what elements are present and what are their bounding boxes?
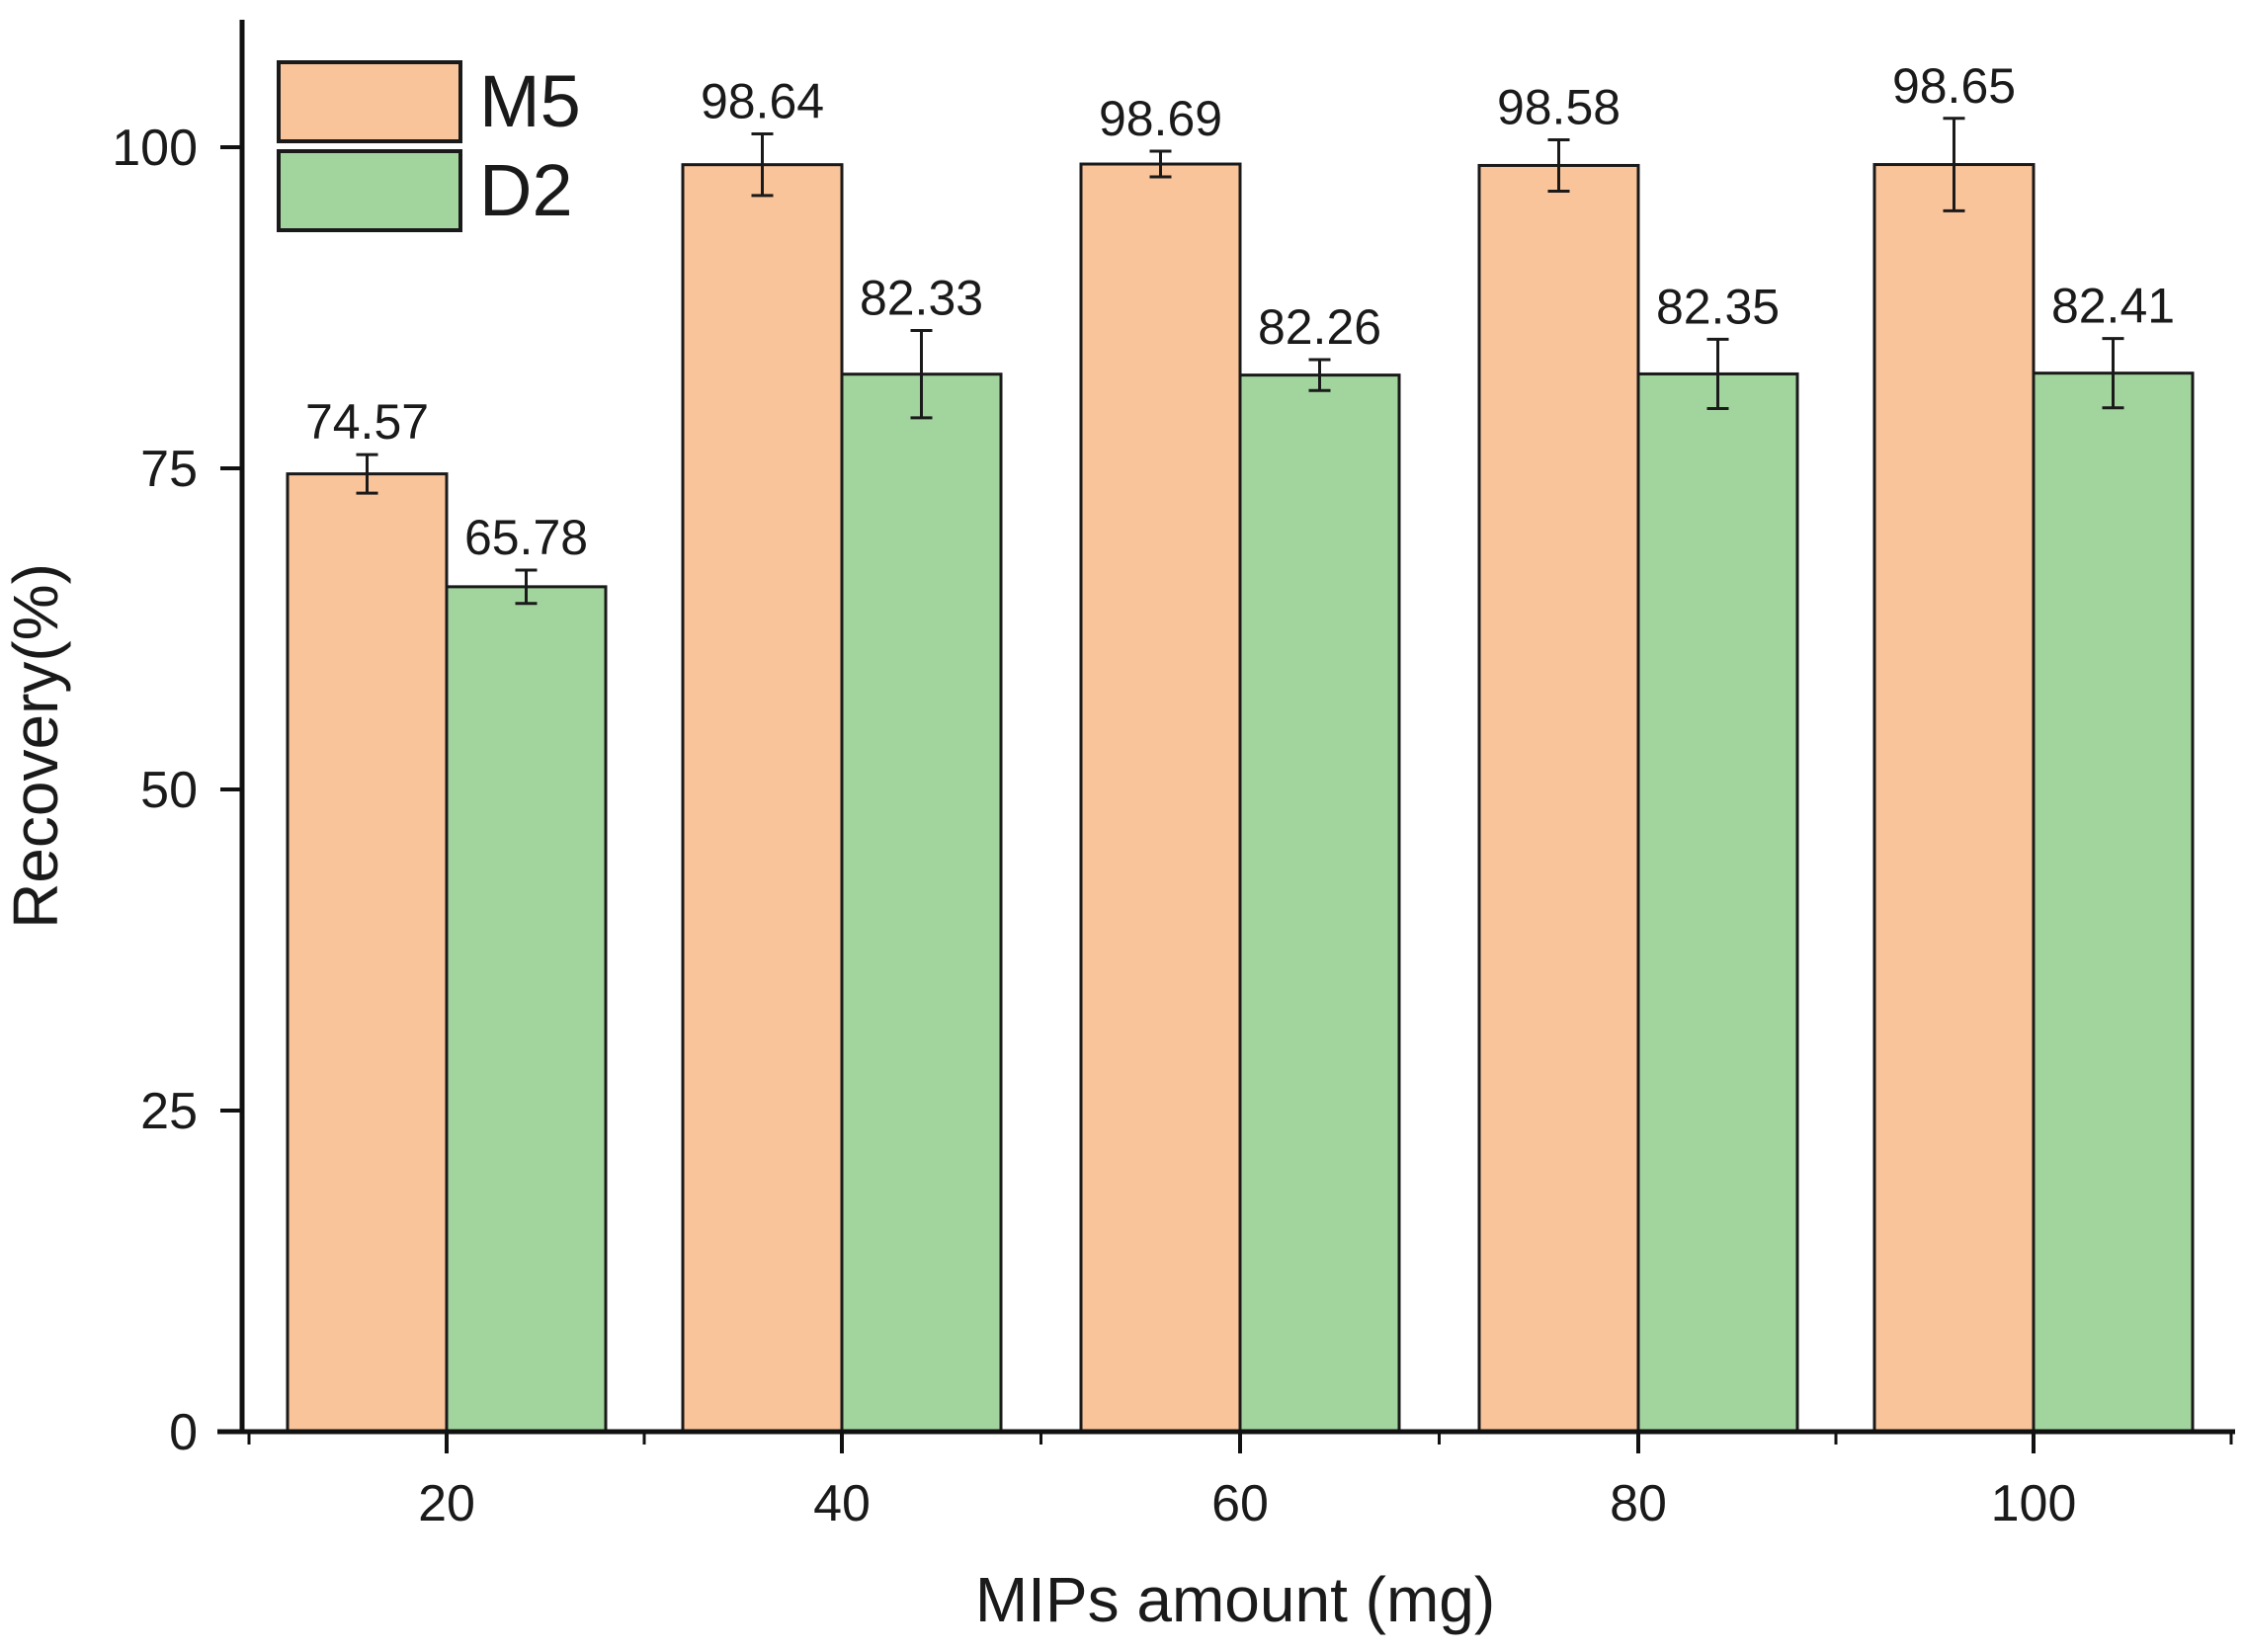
error-bar-d2-80 <box>1706 337 1729 411</box>
axes-layer: 0 25 50 75 100 20 40 60 80 100 <box>112 20 2235 1532</box>
bars-layer <box>286 162 2195 1434</box>
bar-m5-100 <box>1872 163 2036 1434</box>
legend: M5 D2 <box>277 60 581 232</box>
bar-m5-40 <box>681 163 844 1434</box>
data-label-d2-100: 82.41 <box>2051 279 2175 334</box>
y-tick-label-25: 25 <box>140 1083 198 1140</box>
error-bar-d2-20 <box>515 568 538 606</box>
bar-d2-80 <box>1636 372 1799 1434</box>
error-bar-m5-100 <box>1943 117 1965 212</box>
data-label-m5-60: 98.69 <box>1099 91 1222 146</box>
x-tick-label-60: 60 <box>1211 1475 1269 1532</box>
data-label-m5-80: 98.58 <box>1497 79 1621 134</box>
bar-d2-60 <box>1238 373 1401 1434</box>
data-label-m5-40: 98.64 <box>701 73 824 128</box>
data-label-m5-20: 74.57 <box>305 394 429 450</box>
legend-swatch-d2 <box>277 149 462 232</box>
bar-d2-40 <box>840 372 1003 1434</box>
data-labels-layer: 74.57 98.64 98.69 98.58 98.65 65.78 82.33 82.26… <box>305 58 2175 565</box>
y-axis-title: Recovery(%) <box>0 563 71 929</box>
data-label-m5-100: 98.65 <box>1892 58 2016 114</box>
error-bar-d2-100 <box>2102 337 2124 410</box>
bar-m5-20 <box>286 472 449 1434</box>
x-tick-label-80: 80 <box>1610 1475 1667 1532</box>
data-label-d2-60: 82.26 <box>1258 299 1381 355</box>
data-label-d2-80: 82.35 <box>1656 279 1780 334</box>
error-bar-m5-40 <box>751 131 774 198</box>
x-tick-label-40: 40 <box>813 1475 871 1532</box>
y-tick-label-50: 50 <box>140 762 198 819</box>
x-tick-label-100: 100 <box>1991 1475 2077 1532</box>
error-bar-m5-60 <box>1149 149 1172 179</box>
x-tick-label-20: 20 <box>418 1475 475 1532</box>
y-tick-label-75: 75 <box>140 441 198 498</box>
error-bar-m5-20 <box>356 453 378 495</box>
error-bar-d2-60 <box>1308 358 1331 392</box>
data-label-d2-20: 65.78 <box>464 510 588 565</box>
bar-d2-20 <box>445 585 608 1434</box>
bar-d2-100 <box>2032 372 2195 1434</box>
data-label-d2-40: 82.33 <box>860 271 983 326</box>
y-tick-label-0: 0 <box>169 1404 198 1461</box>
bar-m5-80 <box>1477 163 1640 1434</box>
legend-swatch-m5 <box>277 60 462 143</box>
y-tick-label-100: 100 <box>112 120 198 177</box>
error-bars-layer <box>356 117 2124 606</box>
error-bar-m5-80 <box>1547 137 1570 193</box>
legend-label-d2: D2 <box>479 149 573 231</box>
legend-label-m5: M5 <box>479 60 581 142</box>
bar-m5-60 <box>1079 162 1242 1434</box>
x-axis-title: MIPs amount (mg) <box>975 1564 1495 1635</box>
error-bar-d2-40 <box>910 329 933 420</box>
